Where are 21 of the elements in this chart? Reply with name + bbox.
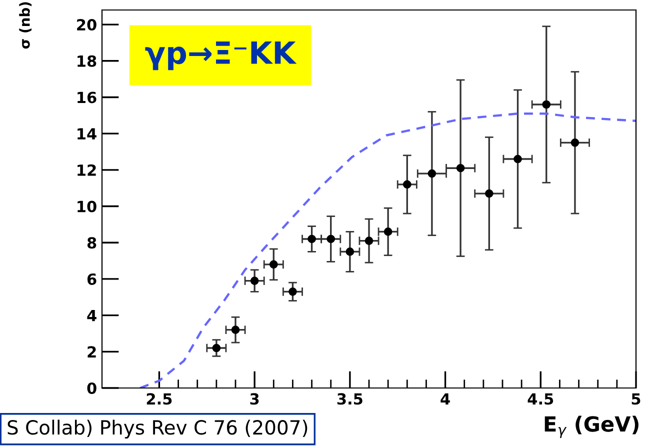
y-tick-label: 12 [78,164,96,176]
y-tick-label: 14 [78,128,96,140]
y-tick-label: 2 [88,346,96,358]
y-tick-label: 18 [78,55,96,67]
x-axis-title: E$_{γ}$ (GeV) [544,416,638,438]
y-tick-label: 16 [78,92,96,104]
x-tick-label: 4 [440,393,450,404]
text: S Collab) Phys Rev C 76 (2007) [8,420,308,439]
x-tick-label: 4.5 [528,393,554,405]
y-axis-title: σ (nb) [19,2,32,49]
x-tick-label: 3 [250,393,259,405]
x-tick-label: 3.5 [337,393,362,405]
y-tick-label: 4 [87,310,96,322]
y-tick-label: 0 [87,382,96,394]
x-tick-label: 5 [632,393,640,405]
y-tick-label: 6 [87,273,96,285]
x-tick-label: 2.5 [146,393,172,405]
text: γp→Ξ⁻KK [145,42,297,70]
y-tick-label: 8 [87,237,96,249]
y-tick-label: 20 [77,19,96,31]
y-tick-label: 10 [78,200,96,212]
